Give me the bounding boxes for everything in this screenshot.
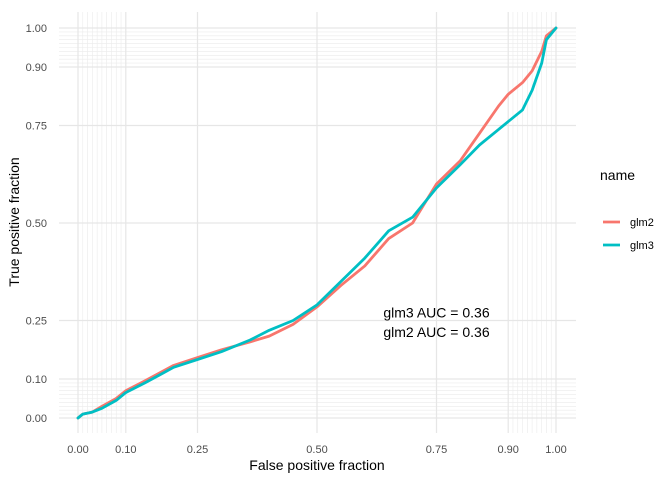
x-tick-label: 0.50 [306,444,327,456]
x-tick-label: 0.90 [497,444,518,456]
y-tick-label: 0.75 [26,121,47,133]
roc-line-glm2 [76,26,558,420]
y-tick-label: 0.25 [26,316,47,328]
y-tick-label: 0.50 [26,218,47,230]
x-tick-label: 0.25 [187,444,208,456]
x-tick-label: 0.75 [426,444,447,456]
y-tick-label: 0.00 [26,413,47,425]
x-tick-label: 1.00 [545,444,566,456]
auc-annotation: glm2 AUC = 0.36 [383,324,489,340]
series-lines [76,26,558,420]
y-axis-title: True positive fraction [6,157,22,286]
roc-line-glm3 [76,26,558,420]
major-grid [59,12,576,433]
legend: name glm2 glm3 [600,167,654,252]
y-tick-label: 1.00 [26,23,47,35]
x-tick-label: 0.00 [67,444,88,456]
x-tick-labels: 0.00 0.10 0.25 0.50 0.75 0.90 1.00 [67,444,566,456]
x-tick-label: 0.10 [115,444,136,456]
y-tick-label: 0.10 [26,374,47,386]
x-axis-title: False positive fraction [249,457,384,473]
auc-annotation: glm3 AUC = 0.36 [383,305,489,321]
annotations: glm3 AUC = 0.36 glm2 AUC = 0.36 [383,305,489,341]
y-tick-labels: 0.00 0.10 0.25 0.50 0.75 0.90 1.00 [26,23,47,425]
y-tick-label: 0.90 [26,62,47,74]
legend-title: name [600,167,635,183]
legend-label-glm3: glm3 [630,240,654,252]
legend-label-glm2: glm2 [630,217,654,229]
